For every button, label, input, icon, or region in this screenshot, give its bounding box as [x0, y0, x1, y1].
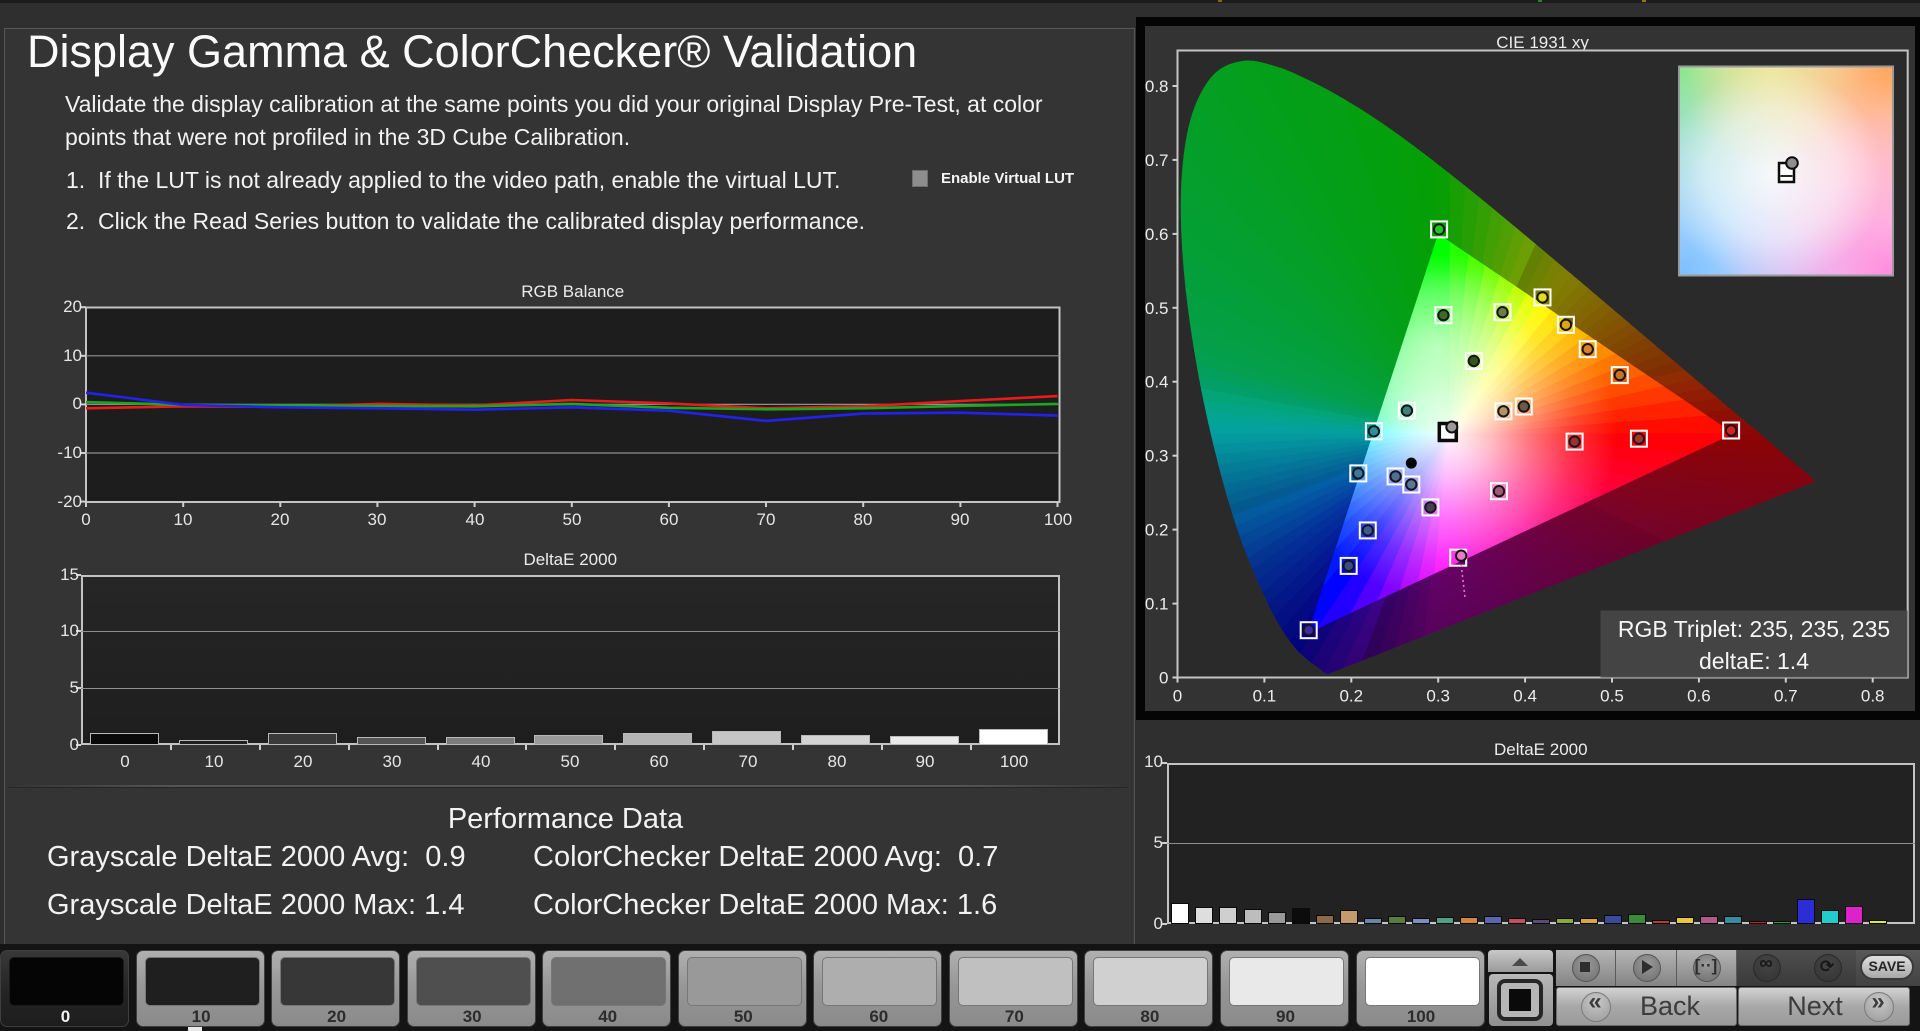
svg-text:0.7: 0.7	[1774, 687, 1798, 706]
svg-text:0.8: 0.8	[1145, 77, 1169, 96]
svg-text:RGB Triplet: 235, 235, 235: RGB Triplet: 235, 235, 235	[1618, 616, 1890, 642]
svg-text:0.4: 0.4	[1145, 373, 1169, 392]
svg-text:0.2: 0.2	[1145, 521, 1169, 540]
svg-text:0.5: 0.5	[1145, 299, 1169, 318]
svg-text:0.1: 0.1	[1145, 595, 1169, 614]
svg-text:0.2: 0.2	[1339, 687, 1363, 706]
svg-text:0.7: 0.7	[1145, 151, 1169, 170]
svg-text:0.3: 0.3	[1145, 447, 1169, 466]
svg-text:0: 0	[1173, 687, 1182, 706]
svg-text:deltaE: 1.4: deltaE: 1.4	[1699, 648, 1809, 674]
svg-text:0.8: 0.8	[1861, 687, 1885, 706]
svg-text:CIE 1931 xy: CIE 1931 xy	[1496, 33, 1589, 52]
svg-text:0.3: 0.3	[1426, 687, 1450, 706]
svg-text:0.4: 0.4	[1513, 687, 1537, 706]
svg-text:0.1: 0.1	[1253, 687, 1277, 706]
svg-text:0: 0	[1159, 669, 1168, 688]
svg-text:0.5: 0.5	[1600, 687, 1624, 706]
svg-text:0.6: 0.6	[1145, 225, 1169, 244]
svg-text:0.6: 0.6	[1687, 687, 1711, 706]
